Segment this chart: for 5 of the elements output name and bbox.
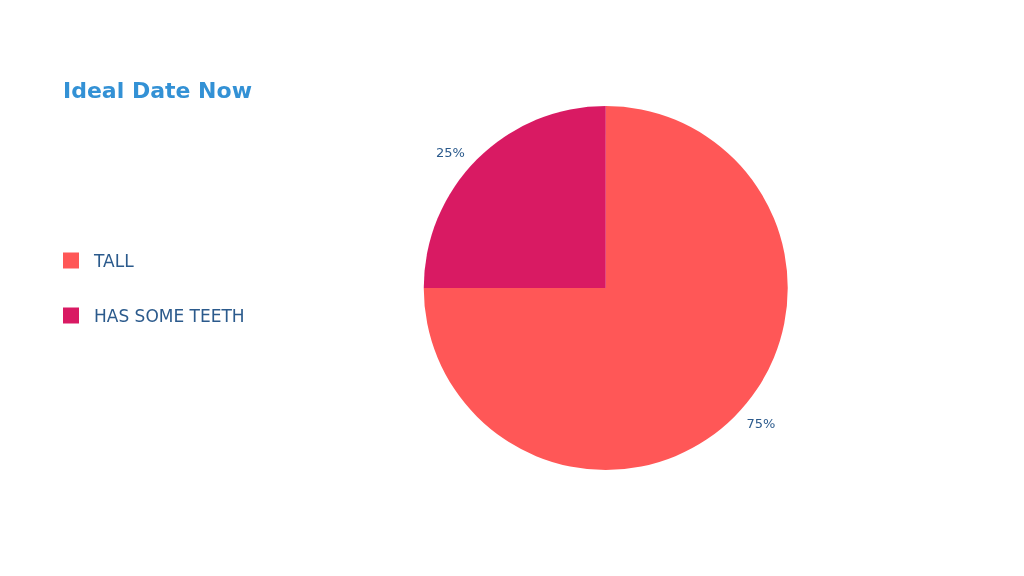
data-label: 25% (436, 144, 465, 160)
legend-label: TALL (93, 250, 135, 271)
data-label: 75% (746, 416, 776, 432)
chart-title: Ideal Date Now (63, 77, 252, 103)
legend-label: HAS SOME TEETH (94, 305, 245, 326)
